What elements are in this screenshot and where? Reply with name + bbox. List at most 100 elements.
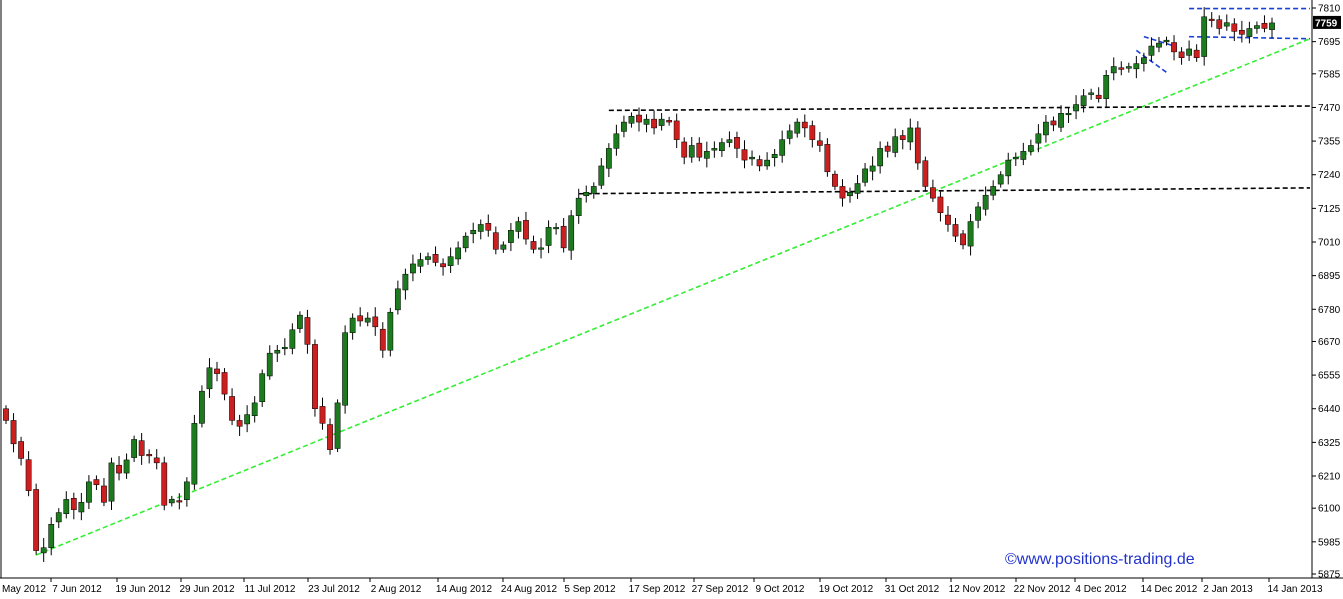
candle (930, 179, 936, 202)
candle-body-up (997, 174, 1004, 185)
candle-body-down (70, 497, 77, 510)
candle-body-up (1133, 63, 1140, 70)
candle (492, 226, 499, 255)
candle (244, 405, 251, 433)
candle (266, 345, 273, 380)
candle (1027, 139, 1034, 156)
candle (70, 492, 77, 520)
candle (1058, 105, 1064, 133)
candle-body-down (153, 457, 160, 464)
candle (538, 238, 544, 259)
candle (899, 129, 906, 150)
candle (590, 182, 597, 199)
x-tick-label: 2 Jan 2013 (1203, 584, 1253, 595)
candle-body-up (779, 139, 786, 156)
candle-body-down (327, 424, 333, 450)
candle (719, 138, 725, 157)
candle-body-down (922, 160, 929, 187)
candle-body-up (191, 423, 198, 485)
candle (1193, 44, 1200, 62)
candle (1201, 7, 1208, 66)
trend-line-resistance (578, 187, 1311, 195)
candle (18, 436, 24, 466)
candle-body-up (1156, 42, 1162, 48)
candle (259, 369, 266, 407)
candle (25, 451, 32, 497)
candle (523, 211, 529, 245)
candle (229, 388, 235, 426)
candle (1110, 57, 1117, 81)
x-tick-label: 27 Sep 2012 (692, 584, 749, 595)
candle (214, 361, 220, 382)
candle (183, 477, 190, 507)
candle-body-up (764, 159, 770, 167)
candle (914, 121, 921, 170)
candle (801, 114, 808, 138)
x-tick-label: May 2012 (2, 584, 46, 595)
candle-body-up (63, 499, 70, 514)
candle (410, 254, 416, 282)
y-tick-label: 5875 (1318, 570, 1341, 581)
candle-body-down (816, 140, 823, 146)
candle (892, 128, 899, 158)
candle-body-up (199, 390, 205, 424)
candle (387, 307, 394, 357)
candle (236, 414, 243, 436)
candle-body-up (1186, 48, 1192, 56)
candle-body-down (138, 440, 145, 456)
candle-body-up (854, 183, 861, 194)
candle-body-up (794, 121, 801, 134)
candle (779, 130, 786, 163)
candle-body-up (621, 121, 627, 132)
candle-body-down (673, 120, 680, 140)
x-tick-label: 31 Oct 2012 (885, 584, 940, 595)
candle (862, 163, 868, 187)
candle (658, 113, 665, 131)
candle-body-up (259, 373, 266, 402)
candle (274, 344, 281, 362)
candle (960, 230, 966, 250)
candle (462, 232, 469, 253)
candle (1141, 52, 1147, 72)
candle (1156, 36, 1162, 53)
candle (470, 222, 477, 244)
candle-body-down (651, 118, 657, 129)
candle-body-down (832, 173, 838, 187)
candle-body-up (1148, 45, 1155, 56)
candle (990, 180, 997, 201)
candle-body-down (101, 485, 107, 503)
candle-body-up (40, 547, 47, 554)
candle (869, 156, 876, 181)
candle-body-up (266, 352, 273, 377)
candle-body-up (48, 524, 55, 548)
candle (1005, 152, 1012, 185)
candle (1043, 115, 1049, 143)
candle (688, 136, 695, 163)
candle-body-up (658, 118, 665, 126)
candle (854, 175, 861, 200)
candle-body-down (734, 137, 740, 149)
candle (515, 216, 522, 239)
candle (673, 113, 680, 149)
candle (485, 214, 492, 237)
y-tick-label: 6780 (1318, 305, 1341, 316)
candle (304, 309, 311, 354)
candle-body-up (131, 439, 137, 458)
candle (440, 258, 446, 276)
candle (394, 280, 401, 315)
candle-body-down (523, 220, 529, 240)
y-tick-label: 6440 (1318, 404, 1341, 415)
y-tick-label: 5985 (1318, 537, 1341, 548)
candle-body-up (168, 499, 175, 504)
y-tick-label: 7355 (1318, 137, 1341, 148)
candle-body-up (719, 142, 725, 151)
candle (952, 218, 959, 243)
candle (372, 307, 379, 336)
y-tick-label: 7585 (1318, 69, 1341, 80)
candle (108, 457, 115, 510)
candle-body-up (703, 151, 710, 159)
candle-body-down (1050, 120, 1057, 126)
candle-body-down (146, 454, 153, 457)
trend-line-resistance (608, 105, 1311, 112)
candle-body-up (1201, 16, 1208, 57)
